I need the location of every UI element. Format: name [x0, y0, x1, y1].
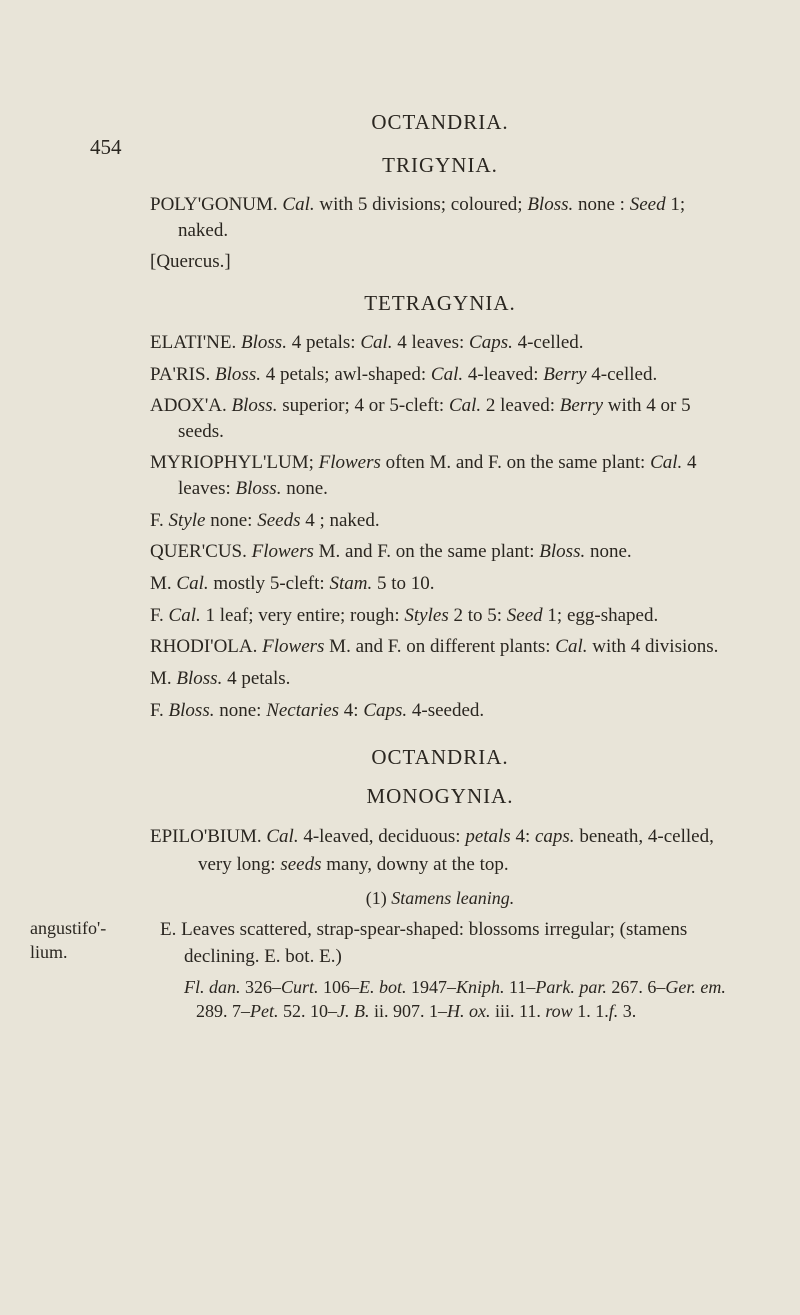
- section-title-octandria: OCTANDRIA.: [150, 745, 730, 770]
- page-number: 454: [90, 135, 122, 160]
- genus-epilobium: EPILO'BIUM. Cal. 4-leaved, deciduous: pe…: [150, 823, 730, 878]
- entry: M. Bloss. 4 petals.: [150, 666, 730, 692]
- section-title-trigynia: TRIGYNIA.: [150, 153, 730, 178]
- entry: PA'RIS. Bloss. 4 petals; awl-shaped: Cal…: [150, 362, 730, 388]
- page: 454 OCTANDRIA. TRIGYNIA. POLY'GONUM. Cal…: [0, 0, 800, 1315]
- section-title-tetragynia: TETRAGYNIA.: [150, 291, 730, 316]
- species-refs: Fl. dan. 326–Curt. 106–E. bot. 1947–Knip…: [160, 975, 730, 1024]
- entry: ADOX'A. Bloss. superior; 4 or 5-cleft: C…: [150, 393, 730, 444]
- entry: F. Bloss. none: Nectaries 4: Caps. 4-see…: [150, 698, 730, 724]
- entry: ELATI'NE. Bloss. 4 petals: Cal. 4 leaves…: [150, 330, 730, 356]
- entry: F. Cal. 1 leaf; very entire; rough: Styl…: [150, 603, 730, 629]
- entry: M. Cal. mostly 5-cleft: Stam. 5 to 10.: [150, 571, 730, 597]
- section-title-monogynia: MONOGYNIA.: [150, 784, 730, 809]
- species-row: angustifo'-lium. E. Leaves scattered, st…: [150, 917, 730, 1023]
- stamens-subhead: (1) Stamens leaning.: [150, 888, 730, 909]
- species-body: E. Leaves scattered, strap-spear-shaped:…: [160, 917, 730, 1023]
- entry: [Quercus.]: [150, 249, 730, 275]
- species-margin-label: angustifo'-lium.: [30, 917, 160, 964]
- entry: F. Style none: Seeds 4 ; naked.: [150, 508, 730, 534]
- entry: QUER'CUS. Flowers M. and F. on the same …: [150, 539, 730, 565]
- entry: RHODI'OLA. Flowers M. and F. on differen…: [150, 634, 730, 660]
- species-line: E. Leaves scattered, strap-spear-shaped:…: [160, 917, 730, 970]
- entry: MYRIOPHYL'LUM; Flowers often M. and F. o…: [150, 450, 730, 501]
- running-head: OCTANDRIA.: [150, 110, 730, 135]
- entry: POLY'GONUM. Cal. with 5 divisions; colou…: [150, 192, 730, 243]
